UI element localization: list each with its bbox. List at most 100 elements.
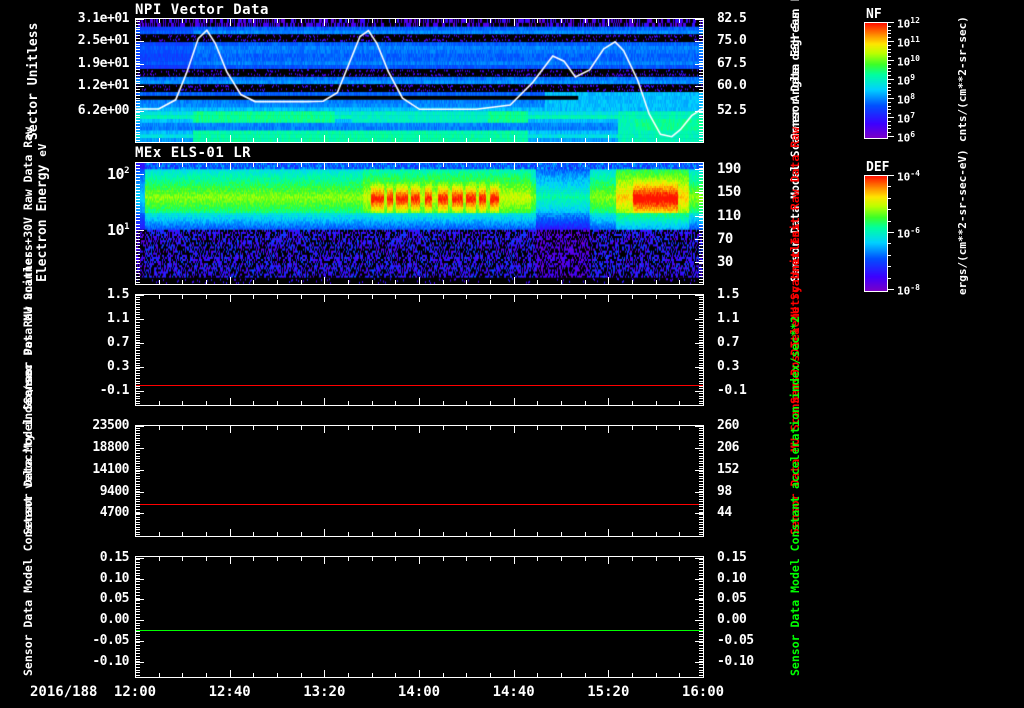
yaxis-minor-tick (135, 260, 140, 261)
xaxis-major-tick (608, 135, 609, 143)
xaxis-minor-tick (679, 162, 680, 167)
colorbar-minor-tick (887, 33, 891, 34)
yaxis-tick-label-left: 0.3 (107, 359, 129, 374)
yaxis-minor-tick (135, 365, 140, 366)
axis-label-model-constant-acceleration: Sensor Data Model Constant acceleration … (788, 315, 802, 676)
yaxis-major-tick (695, 641, 704, 642)
yaxis-minor-tick (135, 168, 140, 169)
yaxis-tick-label-left: 1.5 (107, 287, 129, 302)
panel-npi-vector-data (135, 18, 704, 143)
xaxis-minor-tick (301, 18, 302, 23)
xaxis-minor-tick (277, 401, 278, 406)
yaxis-minor-tick (135, 109, 140, 110)
xaxis-minor-tick (537, 138, 538, 143)
yaxis-minor-tick (135, 368, 140, 369)
yaxis-major-tick (135, 513, 144, 514)
yaxis-minor-tick (699, 257, 704, 258)
yaxis-major-tick (135, 558, 144, 559)
colorbar-minor-tick (887, 186, 891, 187)
yaxis-minor-tick (135, 393, 140, 394)
yaxis-minor-tick (699, 567, 704, 568)
xaxis-major-tick (419, 529, 420, 537)
yaxis-minor-tick (699, 120, 704, 121)
xaxis-minor-tick (585, 280, 586, 285)
yaxis-minor-tick (135, 396, 140, 397)
yaxis-minor-tick (135, 598, 140, 599)
yaxis-minor-tick (135, 486, 140, 487)
yaxis-minor-tick (135, 378, 140, 379)
xaxis-major-tick (230, 294, 231, 302)
yaxis-minor-tick (699, 468, 704, 469)
xaxis-tick-label: 16:00 (681, 684, 725, 700)
yaxis-minor-tick (699, 564, 704, 565)
xaxis-minor-tick (466, 401, 467, 406)
yaxis-major-tick (695, 64, 704, 65)
axis-label-electron-energy: Electron Energy eV (35, 143, 50, 282)
yaxis-minor-tick (699, 592, 704, 593)
xaxis-minor-tick (443, 532, 444, 537)
xaxis-minor-tick (206, 401, 207, 406)
yaxis-minor-tick (135, 251, 140, 252)
yaxis-minor-tick (699, 174, 704, 175)
yaxis-minor-tick (699, 650, 704, 651)
yaxis-minor-tick (699, 391, 704, 392)
yaxis-minor-tick (135, 661, 140, 662)
yaxis-minor-tick (699, 342, 704, 343)
yaxis-minor-tick (135, 609, 140, 610)
yaxis-minor-tick (699, 335, 704, 336)
xaxis-minor-tick (277, 18, 278, 23)
yaxis-tick-label-right: 0.3 (717, 359, 739, 374)
yaxis-minor-tick (135, 325, 140, 326)
yaxis-minor-tick (135, 556, 140, 557)
xaxis-minor-tick (561, 532, 562, 537)
yaxis-minor-tick (699, 527, 704, 528)
yaxis-minor-tick (699, 224, 704, 225)
colorbar-def-units: ergs/(cm**2-sr-sec-eV) (956, 149, 969, 295)
yaxis-minor-tick (699, 177, 704, 178)
xaxis-minor-tick (466, 294, 467, 299)
yaxis-tick-label-left: 1.1 (107, 311, 129, 326)
colorbar-minor-tick (887, 87, 891, 88)
yaxis-minor-tick (699, 304, 704, 305)
colorbar-tick (887, 117, 894, 118)
xaxis-minor-tick (443, 673, 444, 678)
xaxis-minor-tick (490, 532, 491, 537)
yaxis-minor-tick (135, 512, 140, 513)
xaxis-minor-tick (656, 162, 657, 167)
colorbar-title-def: DEF (866, 160, 890, 175)
yaxis-minor-tick (135, 279, 140, 280)
yaxis-minor-tick (135, 242, 140, 243)
yaxis-minor-tick (135, 41, 140, 42)
yaxis-minor-tick (699, 52, 704, 53)
yaxis-minor-tick (699, 653, 704, 654)
yaxis-minor-tick (135, 675, 140, 676)
yaxis-minor-tick (699, 78, 704, 79)
xaxis-tick-label: 12:40 (208, 684, 251, 700)
yaxis-minor-tick (699, 443, 704, 444)
colorbar-minor-tick (887, 75, 891, 76)
yaxis-minor-tick (699, 279, 704, 280)
yaxis-minor-tick (699, 484, 704, 485)
xaxis-minor-tick (206, 532, 207, 537)
xaxis-minor-tick (490, 556, 491, 561)
colorbar-tick (887, 289, 894, 290)
yaxis-minor-tick (135, 123, 140, 124)
yaxis-minor-tick (699, 370, 704, 371)
yaxis-minor-tick (135, 126, 140, 127)
xaxis-minor-tick (466, 556, 467, 561)
yaxis-minor-tick (135, 403, 140, 404)
mu-scanner-pos-trace (136, 504, 703, 505)
xaxis-minor-tick (348, 138, 349, 143)
xaxis-minor-tick (537, 162, 538, 167)
yaxis-tick-label-right: 0.7 (717, 335, 739, 350)
yaxis-minor-tick (135, 83, 140, 84)
yaxis-minor-tick (135, 267, 140, 268)
yaxis-minor-tick (135, 282, 140, 283)
colorbar-title-nf: NF (866, 7, 882, 22)
yaxis-minor-tick (135, 614, 140, 615)
xaxis-major-tick (703, 277, 704, 285)
xaxis-minor-tick (159, 556, 160, 561)
xaxis-minor-tick (561, 294, 562, 299)
colorbar-minor-tick (887, 49, 891, 50)
xaxis-major-tick (608, 425, 609, 433)
